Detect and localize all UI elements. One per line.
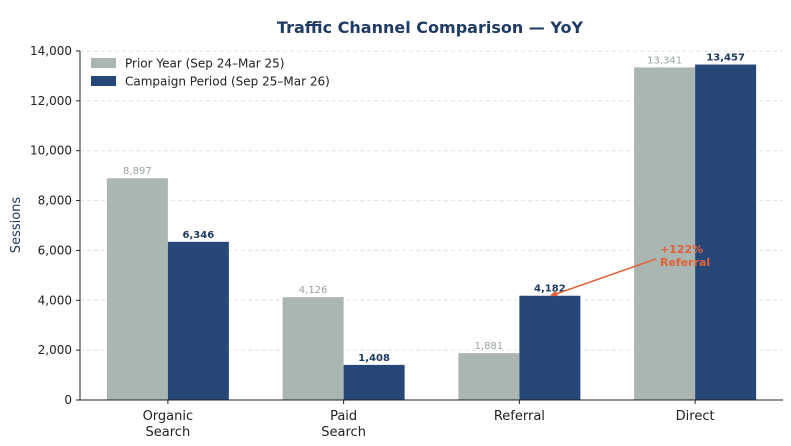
legend-swatch xyxy=(91,58,116,68)
bar-campaign-period xyxy=(695,64,757,400)
bar-campaign-period xyxy=(167,241,229,400)
y-tick-label: 0 xyxy=(64,393,72,407)
annotation-group: +122%Referral xyxy=(549,243,710,297)
x-tick-label: Search xyxy=(146,425,191,440)
y-tick-label: 10,000 xyxy=(30,144,72,158)
x-tick-label: Referral xyxy=(494,409,545,424)
y-axis-label: Sessions xyxy=(9,197,24,254)
legend-label: Prior Year (Sep 24–Mar 25) xyxy=(125,57,284,71)
bar-campaign-period xyxy=(343,364,405,400)
axes xyxy=(79,51,783,401)
gridlines xyxy=(80,50,783,351)
bar-prior-year xyxy=(282,297,344,400)
data-label: 1,881 xyxy=(475,341,504,352)
bar-prior-year xyxy=(106,178,168,400)
data-label: 8,897 xyxy=(123,166,152,177)
annotation-text: Referral xyxy=(660,256,710,269)
x-tick-label: Paid xyxy=(330,409,357,424)
x-tick-label: Organic xyxy=(143,409,194,424)
ticks-group: 0 2,000 4,000 6,000 8,000 10,000 12,000 14,000 O… xyxy=(30,44,715,440)
bar-campaign-period xyxy=(519,295,581,400)
y-tick-label: 14,000 xyxy=(30,44,72,58)
legend-label: Campaign Period (Sep 25–Mar 26) xyxy=(125,75,330,89)
y-tick-label: 8,000 xyxy=(38,194,72,208)
data-label: 4,182 xyxy=(534,284,566,295)
data-labels-group: 8,897 4,126 1,881 13,341 6,346 1,408 4,182 13,4… xyxy=(123,53,745,364)
bar-prior-year xyxy=(458,353,520,400)
annotation-text: +122% xyxy=(660,243,703,256)
y-tick-label: 2,000 xyxy=(38,343,72,357)
data-label: 6,346 xyxy=(183,230,215,241)
bars-group xyxy=(106,64,757,401)
data-label: 13,341 xyxy=(647,55,682,66)
y-tick-label: 12,000 xyxy=(30,94,72,108)
legend-swatch xyxy=(91,76,116,86)
legend: Prior Year (Sep 24–Mar 25) Campaign Perio… xyxy=(91,57,330,89)
bar-prior-year xyxy=(634,67,696,401)
chart-title: Traffic Channel Comparison — YoY xyxy=(277,18,584,37)
y-tick-label: 4,000 xyxy=(38,293,72,307)
annotation-arrow-line xyxy=(553,258,657,296)
data-label: 13,457 xyxy=(706,53,745,64)
x-tick-label: Direct xyxy=(676,409,715,424)
data-label: 1,408 xyxy=(358,353,390,364)
data-label: 4,126 xyxy=(299,285,328,296)
x-tick-label: Search xyxy=(321,425,366,440)
y-tick-label: 6,000 xyxy=(38,243,72,257)
annotation-arrowhead xyxy=(549,290,558,297)
